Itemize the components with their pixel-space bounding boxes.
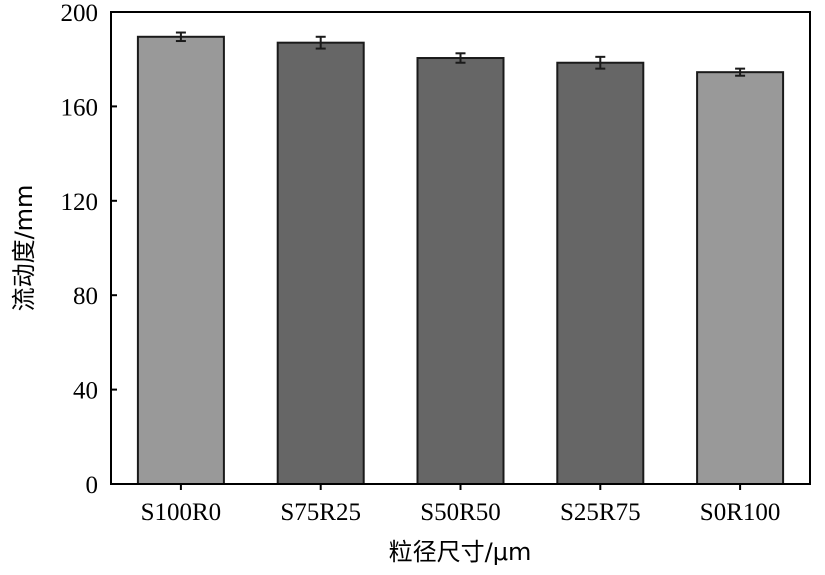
x-axis: S100R0 S75R25 S50R50 S25R75 S0R100: [141, 484, 781, 526]
x-tick-label: S75R25: [280, 499, 361, 526]
x-tick-label: S50R50: [420, 499, 501, 526]
y-axis: 0 40 80 120 160 200: [61, 0, 117, 499]
bar: [136, 35, 225, 485]
error-bars-layer: [175, 31, 746, 77]
y-axis-title: 流动度/mm: [10, 185, 38, 312]
bar: [276, 41, 365, 486]
x-axis-title: 粒径尺寸/μm: [389, 538, 532, 566]
error-bar: [175, 31, 186, 43]
error-bar: [735, 67, 746, 77]
y-tick-label: 200: [61, 0, 99, 27]
bar: [416, 57, 505, 486]
y-tick-label: 160: [61, 94, 99, 121]
bar: [556, 61, 645, 486]
bars-layer: [136, 35, 785, 486]
y-tick-label: 40: [73, 378, 98, 405]
y-tick-label: 120: [61, 189, 99, 216]
x-tick-label: S25R75: [560, 499, 641, 526]
y-tick-label: 80: [73, 283, 98, 310]
x-tick-label: S100R0: [141, 499, 222, 526]
x-tick-label: S0R100: [700, 499, 781, 526]
error-bar: [595, 55, 606, 70]
bar: [696, 71, 785, 486]
error-bar: [455, 52, 466, 64]
error-bar: [315, 35, 326, 50]
y-tick-label: 0: [86, 472, 99, 499]
